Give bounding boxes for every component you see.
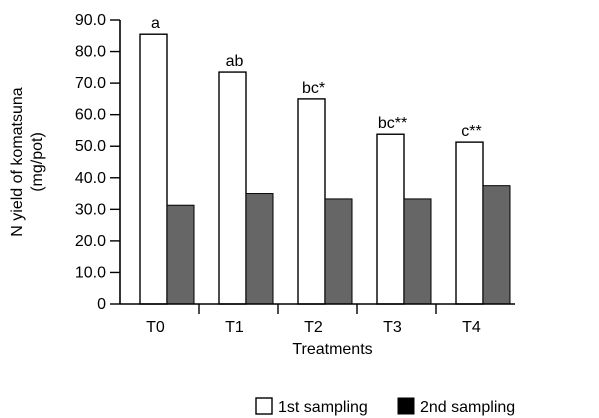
- y-tick-label: 10.0: [75, 264, 106, 281]
- y-axis-title-line2: (mg/pot): [29, 132, 46, 192]
- x-axis: T0 T1 T2 T3 T4: [146, 304, 481, 336]
- legend: 1st sampling 2nd sampling: [255, 397, 515, 416]
- y-tick-label: 0: [97, 296, 106, 313]
- y-tick-label: 20.0: [75, 233, 106, 250]
- legend-swatch: [397, 397, 415, 415]
- bar-2nd-sampling: [166, 204, 195, 305]
- x-axis-title: Treatments: [292, 341, 372, 358]
- x-tick-label: T0: [146, 319, 165, 336]
- significance-label: ab: [226, 53, 244, 70]
- significance-label: bc*: [302, 80, 325, 97]
- bar-2nd-sampling: [403, 198, 432, 305]
- y-axis-title-line1: N yield of komatsuna: [9, 87, 26, 237]
- x-tick-label: T3: [383, 319, 402, 336]
- bar-1st-sampling: [297, 98, 326, 305]
- legend-swatch: [255, 397, 273, 415]
- y-tick-label: 60.0: [75, 107, 106, 124]
- bar-1st-sampling: [455, 141, 484, 305]
- y-tick-label: 40.0: [75, 170, 106, 187]
- bar-2nd-sampling: [245, 193, 274, 305]
- y-axis-ticks: 0 10.0 20.0 30.0 40.0 50.0 60.0 70.0 80.0 90.0: [75, 12, 120, 313]
- bar-2nd-sampling: [324, 198, 353, 305]
- significance-annotations: a ab bc* bc** c**: [151, 15, 482, 140]
- x-tick-label: T4: [462, 319, 481, 336]
- significance-label: c**: [461, 123, 481, 140]
- bar-1st-sampling: [376, 133, 405, 305]
- significance-label: a: [151, 15, 160, 32]
- bar-1st-sampling: [218, 71, 247, 305]
- y-tick-label: 30.0: [75, 201, 106, 218]
- legend-label: 1st sampling: [278, 399, 368, 416]
- legend-label: 2nd sampling: [420, 399, 515, 416]
- significance-label: bc**: [378, 115, 407, 132]
- bars: [139, 33, 511, 305]
- x-tick-label: T1: [225, 319, 244, 336]
- y-tick-label: 70.0: [75, 75, 106, 92]
- y-tick-label: 90.0: [75, 12, 106, 29]
- y-tick-label: 50.0: [75, 138, 106, 155]
- y-tick-label: 80.0: [75, 44, 106, 61]
- bar-1st-sampling: [139, 33, 168, 305]
- x-tick-label: T2: [304, 319, 323, 336]
- bar-2nd-sampling: [482, 185, 511, 305]
